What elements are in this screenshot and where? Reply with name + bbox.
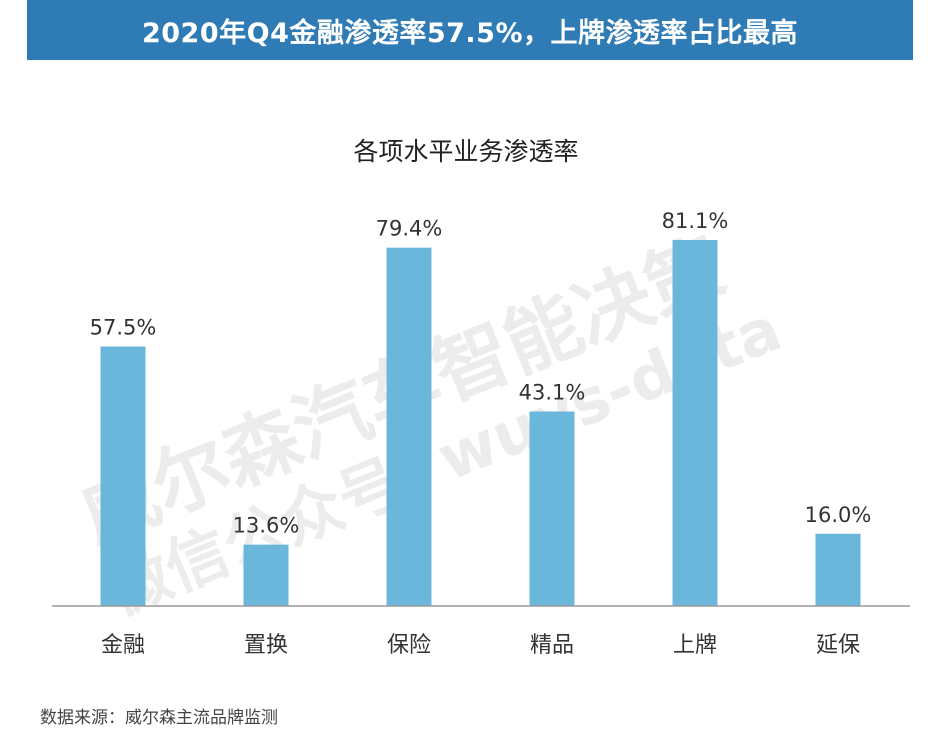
header-title: 2020年Q4金融渗透率57.5%，上牌渗透率占比最高 — [141, 17, 799, 49]
bar-1 — [243, 544, 289, 606]
bar-3 — [529, 411, 575, 606]
data-label-5: 16.0% — [805, 503, 872, 527]
bar-4 — [672, 240, 718, 606]
category-label-1: 置换 — [244, 633, 288, 658]
data-label-0: 57.5% — [90, 316, 157, 340]
data-label-3: 43.1% — [519, 380, 586, 404]
category-label-0: 金融 — [101, 633, 145, 658]
category-label-5: 延保 — [816, 633, 860, 658]
data-label-4: 81.1% — [662, 209, 729, 233]
header-banner: 2020年Q4金融渗透率57.5%，上牌渗透率占比最高 — [27, 0, 913, 60]
chart-title: 各项水平业务渗透率 — [353, 137, 579, 166]
category-label-4: 上牌 — [673, 633, 717, 658]
data-label-2: 79.4% — [376, 217, 443, 241]
bar-0 — [100, 346, 146, 606]
bar-5 — [815, 533, 861, 606]
bar-2 — [386, 247, 432, 607]
data-source: 数据来源：威尔森主流品牌监测 — [40, 708, 278, 728]
category-label-2: 保险 — [387, 633, 431, 658]
category-label-3: 精品 — [530, 633, 574, 658]
data-label-1: 13.6% — [233, 514, 300, 538]
